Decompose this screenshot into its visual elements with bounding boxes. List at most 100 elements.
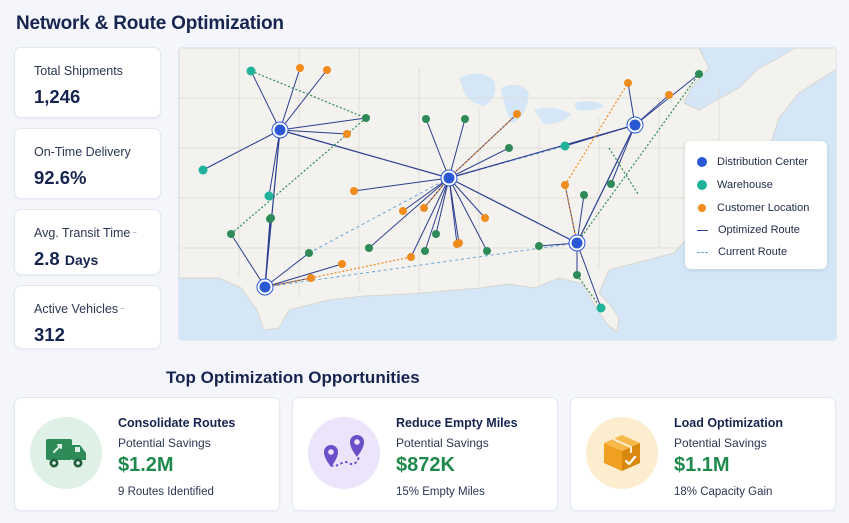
warehouse-node[interactable] [483,247,491,255]
optimized-route-line [279,129,348,135]
optimized-route-line [448,177,488,252]
route-nodes [198,64,703,313]
card-icon-circle [308,417,380,489]
kpi-label-text: Active Vehicles [34,302,119,316]
optimized-route-line [230,233,266,288]
distribution-center-node[interactable] [274,124,286,136]
optimized-route-line [435,177,450,235]
distribution-center-node[interactable] [443,172,455,184]
customer-node[interactable] [513,110,521,118]
customer-node[interactable] [399,207,407,215]
optimized-route-line [448,177,460,244]
card-title: Consolidate Routes [118,416,236,430]
warehouse-node[interactable] [305,249,313,257]
warehouse-dot-icon [697,180,707,190]
distribution-center-node[interactable] [259,281,271,293]
kpi-value: 312 [34,324,65,345]
kpi-mark: ⁻ [120,305,125,315]
customer-route-line [310,256,412,279]
warehouse-node-highlight[interactable] [198,165,208,175]
card-subtitle: Potential Savings [396,436,489,450]
warehouse-node[interactable] [266,215,274,223]
warehouse-node[interactable] [535,242,543,250]
card-icon-circle [30,417,102,489]
customer-node[interactable] [481,214,489,222]
customer-node[interactable] [407,253,415,261]
customer-node[interactable] [624,79,632,87]
kpi-card-avg-transit-time: Avg. Transit Time ⁻ 2.8 Days [14,209,161,275]
warehouse-node[interactable] [365,244,373,252]
warehouse-node[interactable] [421,247,429,255]
warehouse-node-highlight[interactable] [264,191,274,201]
customer-node[interactable] [420,204,428,212]
customer-node[interactable] [350,187,358,195]
kpi-value: 1,246 [34,86,81,107]
customer-node[interactable] [343,130,351,138]
kpi-card-total-shipments: Total Shipments 1,246 [14,47,161,118]
optimized-route-line [448,177,578,244]
warehouse-node[interactable] [461,115,469,123]
optimized-route-line [576,242,602,309]
warehouse-node[interactable] [505,144,513,152]
distribution-center-node[interactable] [571,237,583,249]
warehouse-node[interactable] [695,70,703,78]
optimized-route-line [634,73,700,126]
warehouse-node[interactable] [432,230,440,238]
kpi-value-unit: Days [64,252,99,268]
card-value: $1.1M [674,454,730,476]
legend-item-current-route: Current Route [697,244,787,260]
legend-item-distribution-center: Distribution Center [697,154,808,170]
legend-label: Distribution Center [717,156,809,168]
warehouse-node[interactable] [227,230,235,238]
kpi-card-active-vehicles: Active Vehicles ⁻ 312 [14,285,161,349]
optimized-route-line [448,118,466,179]
warehouse-node[interactable] [580,191,588,199]
customer-location-dot-icon [698,204,706,212]
warehouse-node-highlight[interactable] [596,303,606,313]
customer-node[interactable] [296,64,304,72]
page-title: Network & Route Optimization [16,13,284,34]
warehouse-node-highlight[interactable] [560,141,570,151]
optimized-route-line [268,129,281,197]
optimized-route-line [202,129,281,171]
warehouse-node[interactable] [362,114,370,122]
optimized-route-line [353,177,450,192]
warehouse-node[interactable] [422,115,430,123]
map-legend: Distribution Center Warehouse Customer L… [685,141,827,269]
kpi-mark: ⁻ [132,229,138,239]
distribution-center-node[interactable] [629,119,641,131]
card-icon-circle [586,417,658,489]
customer-node[interactable] [338,260,346,268]
optimized-route-line [264,252,310,288]
optimized-route-line [250,70,281,131]
optimized-route-line [425,118,450,179]
opportunity-card-reduce-empty-miles[interactable]: Reduce Empty Miles Potential Savings $87… [292,397,558,511]
optimized-route-line [279,129,450,179]
customer-node[interactable] [307,274,315,282]
customer-node[interactable] [323,66,331,74]
customer-node[interactable] [561,181,569,189]
warehouse-route-line [576,274,602,309]
optimized-route-line [264,129,281,288]
kpi-label: Avg. Transit Time ⁻ [34,226,137,240]
warehouse-node[interactable] [607,180,615,188]
optimized-route-line [279,117,367,131]
legend-label: Current Route [718,246,788,258]
warehouse-node[interactable] [573,271,581,279]
card-title: Load Optimization [674,416,784,430]
optimized-route-line [424,177,450,252]
legend-item-optimized-route: Optimized Route [697,222,800,238]
warehouse-node-highlight[interactable] [246,66,256,76]
kpi-label: Active Vehicles ⁻ [34,302,125,316]
kpi-value: 92.6% [34,167,87,188]
warehouse-route-line [608,147,639,195]
kpi-label-text: Avg. Transit Time [34,226,131,240]
dashed-line-icon [697,251,708,253]
customer-node[interactable] [455,239,463,247]
map-lake [534,107,571,124]
customer-node[interactable] [665,91,673,99]
legend-label: Customer Location [717,202,810,214]
opportunity-card-consolidate-routes[interactable]: Consolidate Routes Potential Savings $1.… [14,397,280,511]
opportunity-card-load-optimization[interactable]: Load Optimization Potential Savings $1.1… [570,397,836,511]
optimized-route-line [402,177,450,212]
